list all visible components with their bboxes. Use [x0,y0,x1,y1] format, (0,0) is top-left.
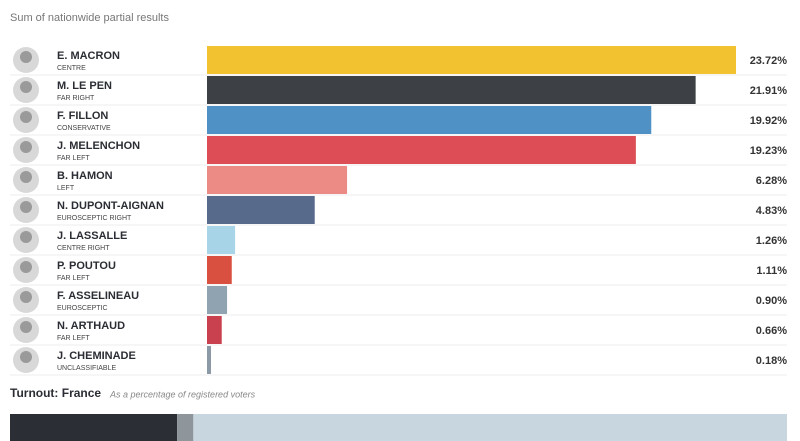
value-label: 4.83% [756,205,787,217]
candidate-name: E. MACRON [57,50,120,62]
candidate-party: FAR LEFT [57,155,90,162]
avatar-head [20,231,32,243]
avatar-head [20,261,32,273]
avatar-head [20,171,32,183]
candidate-name: P. POUTOU [57,260,116,272]
avatar-head [20,51,32,63]
candidate-name: N. DUPONT-AIGNAN [57,200,164,212]
avatar-head [20,201,32,213]
candidate-name: M. LE PEN [57,80,112,92]
value-label: 1.26% [756,235,787,247]
value-label: 0.66% [756,325,787,337]
candidate-name: F. ASSELINEAU [57,290,139,302]
candidate-name: F. FILLON [57,110,108,122]
bar [207,316,222,344]
avatar-head [20,321,32,333]
bar [207,46,736,74]
bar [207,196,315,224]
turnout-note: As a percentage of registered voters [109,389,256,399]
chart-subtitle: Sum of nationwide partial results [10,12,169,24]
value-label: 0.90% [756,295,787,307]
bar [207,76,696,104]
candidate-party: UNCLASSIFIABLE [57,365,116,372]
bar [207,286,228,314]
avatar-head [20,81,32,93]
avatar-head [20,351,32,363]
candidate-party: FAR LEFT [57,335,90,342]
value-label: 19.23% [750,145,788,157]
candidate-party: EUROSCEPTIC RIGHT [57,215,132,222]
candidate-party: LEFT [57,185,75,192]
turnout-segment [193,414,787,441]
candidate-name: B. HAMON [57,170,113,182]
candidate-party: CENTRE RIGHT [57,245,110,252]
bar [207,166,348,194]
candidate-party: CONSERVATIVE [57,125,111,132]
value-label: 0.18% [756,355,787,367]
candidate-name: J. MELENCHON [57,140,140,152]
avatar-head [20,141,32,153]
candidate-party: CENTRE [57,65,86,72]
candidate-party: EUROSCEPTIC [57,305,108,312]
candidate-name: J. CHEMINADE [57,350,136,362]
bar [207,256,232,284]
avatar-head [20,291,32,303]
bar [207,226,236,254]
candidate-name: J. LASSALLE [57,230,127,242]
value-label: 23.72% [750,55,788,67]
candidate-name: N. ARTHAUD [57,320,125,332]
turnout-segment [10,414,178,441]
bar [207,346,212,374]
turnout-title: Turnout: France [10,386,101,400]
value-label: 6.28% [756,175,787,187]
value-label: 1.11% [756,265,787,277]
candidate-party: FAR LEFT [57,275,90,282]
turnout-segment [177,414,194,441]
bar [207,106,652,134]
candidate-party: FAR RIGHT [57,95,95,102]
value-label: 21.91% [750,85,788,97]
bar [207,136,636,164]
avatar-head [20,111,32,123]
value-label: 19.92% [750,115,788,127]
